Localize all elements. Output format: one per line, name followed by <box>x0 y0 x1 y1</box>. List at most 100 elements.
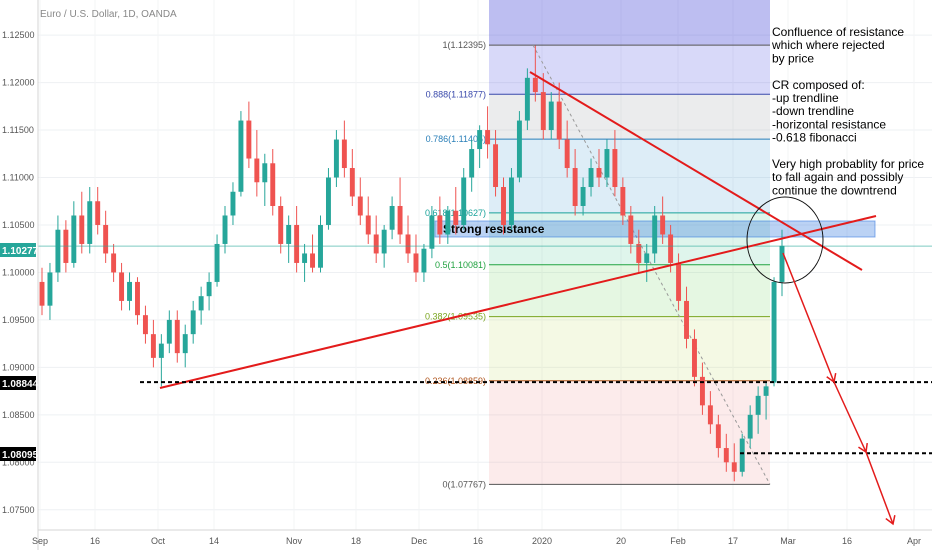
candle-body <box>604 149 610 178</box>
candle-body <box>453 210 459 225</box>
y-tick-label: 1.12500 <box>2 30 35 40</box>
candle-body <box>508 177 514 225</box>
candle-body <box>548 101 554 131</box>
candle-body <box>325 177 331 225</box>
confluence-circle <box>746 196 824 284</box>
candle-body <box>341 139 347 169</box>
candle-body <box>198 296 204 311</box>
note-line: -0.618 fibonacci <box>772 131 857 145</box>
resistance-zone-label: Strong resistance <box>443 222 545 236</box>
candle-body <box>278 205 284 244</box>
candle-body <box>39 281 45 306</box>
candle-body <box>135 281 140 316</box>
candle-body <box>349 168 355 197</box>
candle-body <box>763 386 769 396</box>
candle-body <box>55 229 61 273</box>
candle-body <box>644 253 650 263</box>
candle-body <box>771 281 777 383</box>
x-tick-label: 2020 <box>532 536 552 546</box>
y-axis: 1.12500 1.12000 1.11500 1.11000 1.10500 1.100… <box>2 0 39 550</box>
candle-body <box>723 448 729 463</box>
candle-body <box>501 187 506 225</box>
fib-zone <box>489 316 770 381</box>
x-tick-label: Oct <box>151 536 166 546</box>
fib-level-label: 0.786(1.11405) <box>426 134 486 144</box>
note-line: CR composed of: <box>772 78 865 92</box>
candle-body <box>620 187 626 216</box>
note-line: -up trendline <box>772 91 839 105</box>
candle-body <box>715 424 721 449</box>
level-low-marker: 1.08095 <box>0 447 39 461</box>
y-tick-label: 1.09500 <box>2 315 35 325</box>
fib-level-label: 0.888(1.11877) <box>426 89 486 99</box>
note-line: which where rejected <box>771 38 885 52</box>
candle-body <box>477 130 483 150</box>
level-high-bg <box>0 376 36 390</box>
current-price-label: 1.10277 <box>2 246 39 257</box>
candle-body <box>142 315 148 335</box>
candle-body <box>747 414 753 439</box>
y-tick-label: 1.10500 <box>2 220 35 230</box>
y-tick-label: 1.07500 <box>2 505 35 515</box>
candle-body <box>238 120 244 192</box>
level-high-marker: 1.08844 <box>0 376 39 390</box>
candle-body <box>381 229 387 254</box>
fib-zone <box>489 264 770 317</box>
note-line: Confluence of resistance <box>772 25 904 39</box>
x-tick-label: 18 <box>351 536 361 546</box>
candle-body <box>47 272 53 306</box>
candle-body <box>333 139 339 178</box>
up-trendline <box>159 215 877 389</box>
x-tick-label: 17 <box>728 536 738 546</box>
candle-body <box>692 338 697 377</box>
candle-body <box>254 158 260 183</box>
candle-body <box>111 253 117 273</box>
candle-body <box>373 234 379 254</box>
fib-level-label: 1(1.12395) <box>442 40 486 50</box>
candle-body <box>421 248 427 273</box>
candle-body <box>95 201 101 225</box>
projection-arrow-segment <box>865 451 894 525</box>
candle-body <box>556 101 562 140</box>
x-tick-label: Mar <box>780 536 796 546</box>
candle-body <box>79 215 85 244</box>
candle-body <box>389 205 395 230</box>
candle-body <box>182 334 188 354</box>
candle-body <box>493 144 499 188</box>
candle-body <box>214 243 220 282</box>
candle-body <box>413 253 419 273</box>
candle-body <box>397 205 403 235</box>
candle-body <box>572 168 578 206</box>
candle-body <box>246 120 252 159</box>
arrow-head <box>885 515 896 526</box>
candle-body <box>87 201 93 244</box>
candle-body <box>612 149 618 188</box>
y-tick-label: 1.11500 <box>2 125 34 135</box>
candle-body <box>628 215 634 244</box>
candle-body <box>158 343 164 358</box>
candle-body <box>668 234 674 263</box>
candle-body <box>405 234 411 254</box>
note-line: continue the downtrend <box>772 183 897 197</box>
x-tick-label: 16 <box>473 536 483 546</box>
current-price-marker: 1.10277 <box>0 243 39 257</box>
candle-body <box>365 215 371 235</box>
fib-level-label: 0.236(1.08859) <box>425 376 486 386</box>
candle-body <box>286 224 292 244</box>
candle-body <box>524 77 530 121</box>
y-tick-label: 1.09000 <box>2 362 35 372</box>
note-line: -down trendline <box>772 104 854 118</box>
x-tick-label: Feb <box>670 536 686 546</box>
arrow-head <box>858 442 868 454</box>
candle-body <box>103 224 109 254</box>
fib-zone-top <box>489 0 770 46</box>
candle-body <box>739 438 745 472</box>
candle-body <box>461 177 467 225</box>
candle-body <box>469 149 475 178</box>
level-low-bg <box>0 447 36 461</box>
x-tick-label: Dec <box>411 536 428 546</box>
overlays <box>38 71 932 526</box>
candle-body <box>190 310 196 335</box>
